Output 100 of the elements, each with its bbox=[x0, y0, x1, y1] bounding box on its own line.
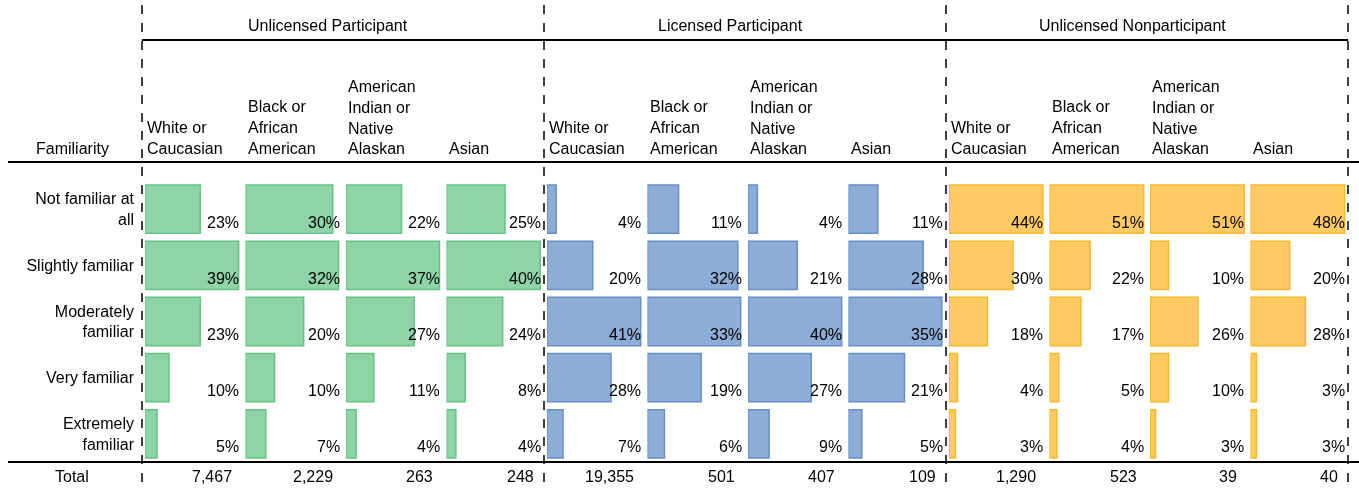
bar bbox=[145, 184, 201, 235]
data-label: 11% bbox=[912, 214, 943, 231]
chart-subtitle: Asian bbox=[1253, 140, 1294, 157]
text: 407 bbox=[808, 468, 835, 485]
data-label: 10% bbox=[308, 382, 341, 399]
data-label: 32% bbox=[308, 270, 341, 287]
chart-title: Unlicensed Nonparticipant bbox=[1039, 17, 1227, 34]
data-label: 40% bbox=[509, 270, 542, 287]
data-label: 21% bbox=[911, 382, 944, 399]
text: Total bbox=[55, 468, 89, 485]
bar bbox=[949, 296, 989, 347]
y-axis-title: Familiarity bbox=[36, 140, 109, 157]
bar bbox=[1049, 408, 1058, 459]
data-label: 23% bbox=[207, 214, 240, 231]
data-label: 26% bbox=[1212, 326, 1245, 343]
data-label: 10% bbox=[1212, 382, 1245, 399]
text: 1,290 bbox=[996, 468, 1037, 485]
bar bbox=[547, 408, 564, 459]
bar bbox=[1250, 408, 1258, 459]
data-label: 8% bbox=[518, 382, 542, 399]
bar bbox=[145, 240, 240, 291]
bar bbox=[245, 352, 276, 403]
bar bbox=[1150, 408, 1157, 459]
text: 523 bbox=[1110, 468, 1137, 485]
data-label: 22% bbox=[408, 214, 441, 231]
chart-subtitle: Asian bbox=[449, 140, 490, 157]
data-label: 20% bbox=[308, 326, 341, 343]
data-label: 4% bbox=[1020, 382, 1044, 399]
data-label: 37% bbox=[408, 270, 441, 287]
bar bbox=[145, 296, 201, 347]
chart-subtitle: White or Caucasian bbox=[951, 119, 1027, 157]
bar bbox=[949, 352, 959, 403]
bar bbox=[949, 408, 957, 459]
bar bbox=[1049, 296, 1082, 347]
bar bbox=[346, 184, 403, 235]
data-label: 4% bbox=[819, 214, 843, 231]
data-label: 3% bbox=[1322, 382, 1346, 399]
data-label: 11% bbox=[409, 382, 440, 399]
data-label: 23% bbox=[207, 326, 240, 343]
data-label: 21% bbox=[810, 270, 843, 287]
data-label: 10% bbox=[1212, 270, 1245, 287]
data-label: 7% bbox=[317, 438, 341, 455]
bar bbox=[748, 352, 812, 403]
data-label: 51% bbox=[1112, 214, 1145, 231]
data-label: 33% bbox=[710, 326, 743, 343]
bar bbox=[1250, 240, 1291, 291]
bar bbox=[346, 352, 375, 403]
bar bbox=[949, 184, 1044, 235]
data-label: 3% bbox=[1322, 438, 1346, 455]
bar bbox=[446, 352, 466, 403]
bar bbox=[446, 408, 457, 459]
text: 501 bbox=[708, 468, 735, 485]
bar bbox=[346, 240, 441, 291]
bar bbox=[1250, 352, 1258, 403]
chart-subtitle: Black or African American bbox=[650, 98, 718, 157]
data-label: 24% bbox=[509, 326, 542, 343]
bar bbox=[848, 352, 906, 403]
chart-title: Licensed Participant bbox=[658, 17, 803, 34]
text: 40 bbox=[1320, 468, 1338, 485]
text: 7,467 bbox=[192, 468, 233, 485]
chart-subtitle: American Indian or Native Alaskan bbox=[348, 78, 416, 158]
bar bbox=[547, 240, 594, 291]
data-label: 30% bbox=[308, 214, 341, 231]
chart-subtitle: Black or African American bbox=[1052, 98, 1120, 157]
bar bbox=[748, 240, 798, 291]
bar bbox=[1250, 184, 1346, 235]
data-label: 18% bbox=[1011, 326, 1044, 343]
data-label: 51% bbox=[1212, 214, 1245, 231]
data-label: 5% bbox=[920, 438, 944, 455]
data-label: 9% bbox=[819, 438, 843, 455]
y-tick-label: Very familiar bbox=[45, 369, 135, 387]
data-label: 7% bbox=[618, 438, 642, 455]
bar bbox=[1150, 352, 1170, 403]
bar bbox=[848, 184, 879, 235]
data-label: 17% bbox=[1112, 326, 1145, 343]
data-label: 22% bbox=[1112, 270, 1145, 287]
chart-subtitle: White or Caucasian bbox=[549, 119, 625, 157]
chart-subtitle: American Indian or Native Alaskan bbox=[750, 78, 818, 158]
bar bbox=[1049, 184, 1145, 235]
text: 39 bbox=[1219, 468, 1237, 485]
data-label: 4% bbox=[1121, 438, 1145, 455]
data-label: 32% bbox=[710, 270, 743, 287]
data-label: 20% bbox=[1313, 270, 1346, 287]
data-label: 11% bbox=[711, 214, 742, 231]
text: 2,229 bbox=[293, 468, 334, 485]
data-label: 4% bbox=[417, 438, 441, 455]
chart-subtitle: Black or African American bbox=[248, 98, 316, 157]
data-label: 44% bbox=[1011, 214, 1044, 231]
bar bbox=[245, 296, 305, 347]
data-label: 41% bbox=[609, 326, 642, 343]
bar bbox=[446, 240, 541, 291]
data-label: 40% bbox=[810, 326, 843, 343]
text: 109 bbox=[909, 468, 936, 485]
data-label: 4% bbox=[618, 214, 642, 231]
bar bbox=[145, 408, 158, 459]
bar bbox=[145, 352, 170, 403]
bar bbox=[1049, 352, 1060, 403]
bar bbox=[346, 408, 357, 459]
text: 248 bbox=[507, 468, 534, 485]
bar bbox=[848, 408, 863, 459]
